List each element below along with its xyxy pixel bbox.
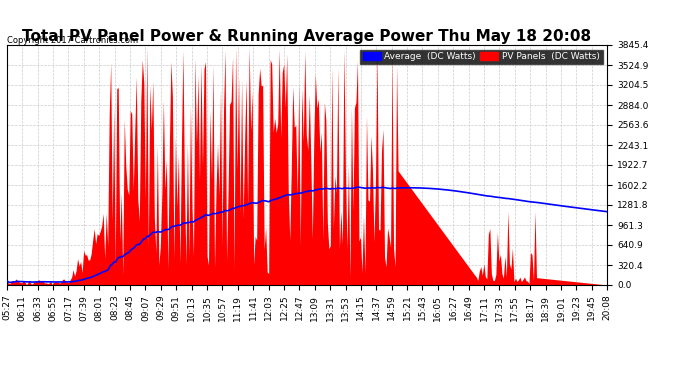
Title: Total PV Panel Power & Running Average Power Thu May 18 20:08: Total PV Panel Power & Running Average P… <box>23 29 591 44</box>
Legend: Average  (DC Watts), PV Panels  (DC Watts): Average (DC Watts), PV Panels (DC Watts) <box>360 50 602 64</box>
Text: Copyright 2017 Cartronics.com: Copyright 2017 Cartronics.com <box>7 36 138 45</box>
